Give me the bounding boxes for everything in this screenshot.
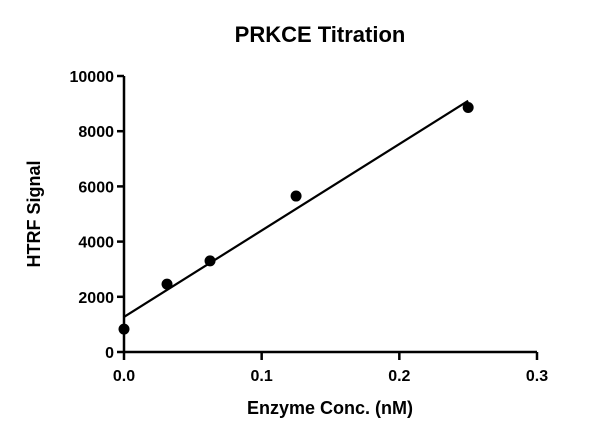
y-axis-label: HTRF Signal	[24, 161, 44, 268]
y-tick-label: 6000	[78, 179, 114, 196]
data-point	[204, 255, 216, 267]
y-tick-label: 8000	[78, 124, 114, 141]
x-tick-label: 0.1	[251, 368, 273, 385]
data-point	[290, 190, 302, 202]
x-tick-label: 0.2	[388, 368, 410, 385]
chart-title: PRKCE Titration	[235, 22, 406, 47]
axes: 0 2000 4000 6000 8000 10000 0.0 0.1 0.2 0.3	[70, 69, 549, 385]
y-tick-label: 2000	[78, 290, 114, 307]
x-axis-label: Enzyme Conc. (nM)	[247, 398, 413, 418]
y-tick-label: 4000	[78, 235, 114, 252]
fit-line	[123, 99, 469, 318]
y-tick-label: 0	[105, 345, 114, 362]
y-tick-label: 10000	[70, 69, 115, 86]
x-tick-label: 0.0	[113, 368, 135, 385]
data-point	[462, 101, 474, 113]
data-point	[161, 278, 173, 290]
plot-area	[118, 99, 474, 335]
x-tick-label: 0.3	[526, 368, 548, 385]
